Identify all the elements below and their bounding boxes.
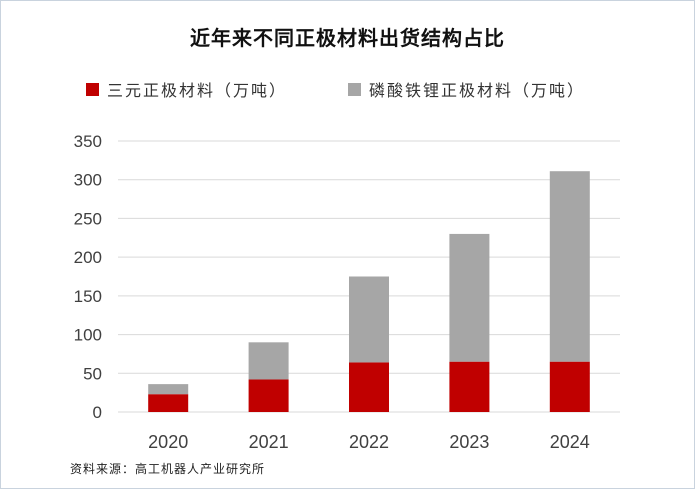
legend-swatch-lfp [348,82,361,96]
bar-lfp-2023 [449,233,490,362]
legend-swatch-ternary [86,82,99,96]
legend-item-ternary: 三元正极材料（万吨） [86,77,287,101]
chart-title: 近年来不同正极材料出货结构占比 [190,26,505,50]
bar-ternary-2022 [349,362,389,412]
y-tick-label-150: 150 [74,287,102,306]
bar-lfp-2021 [248,342,289,380]
legend-item-lfp: 磷酸铁锂正极材料（万吨） [348,77,585,101]
y-tick-label-200: 200 [74,248,102,267]
legend: 三元正极材料（万吨） 磷酸铁锂正极材料（万吨） [0,77,695,101]
x-tick-label-2023: 2023 [449,432,489,452]
bar-lfp-2024 [549,171,590,362]
source-note: 资料来源：高工机器人产业研究所 [70,462,266,476]
y-tick-label-100: 100 [74,326,102,345]
x-tick-label-2022: 2022 [349,432,389,452]
y-tick-label-300: 300 [74,171,102,190]
bar-ternary-2024 [549,361,590,412]
bar-ternary-2023 [449,361,490,412]
y-tick-label-250: 250 [74,209,102,228]
x-tick-label-2021: 2021 [249,432,289,452]
bar-ternary-2020 [148,394,189,412]
legend-label-lfp: 磷酸铁锂正极材料（万吨） [369,81,586,100]
y-tick-label-50: 50 [83,364,102,383]
bar-ternary-2021 [248,379,289,412]
bar-lfp-2020 [148,384,189,395]
x-tick-label-2024: 2024 [550,432,590,452]
x-tick-label-2020: 2020 [148,432,188,452]
bar-lfp-2022 [349,276,389,363]
y-tick-label-350: 350 [74,132,102,151]
legend-label-ternary: 三元正极材料（万吨） [107,81,288,100]
y-tick-label-0: 0 [93,403,102,422]
